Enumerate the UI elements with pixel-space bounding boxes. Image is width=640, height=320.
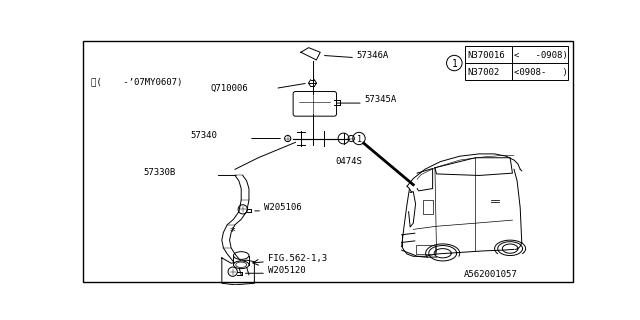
Text: FIG.562-1,3: FIG.562-1,3 [268, 254, 326, 263]
Text: 1: 1 [451, 59, 457, 69]
Text: N370016: N370016 [467, 51, 505, 60]
Text: <   -0908): < -0908) [514, 51, 568, 60]
Bar [423, 200, 433, 214]
FancyBboxPatch shape [293, 92, 337, 116]
Text: *: * [230, 228, 236, 237]
Text: 57346A: 57346A [356, 51, 389, 60]
Text: N37002: N37002 [467, 68, 500, 77]
Text: 0474S: 0474S [336, 157, 363, 166]
Text: ※(    -’07MY0607): ※( -’07MY0607) [91, 78, 182, 87]
Text: W205120: W205120 [268, 266, 305, 275]
Text: <0908-   ): <0908- ) [514, 68, 568, 77]
Bar [465, 46, 568, 80]
Bar [415, 245, 435, 254]
Ellipse shape [234, 261, 249, 268]
Text: A562001057: A562001057 [464, 270, 518, 279]
Text: 1: 1 [356, 135, 362, 144]
Text: W205106: W205106 [264, 203, 301, 212]
Text: 57345A: 57345A [364, 95, 397, 105]
Text: 57330B: 57330B [143, 168, 176, 177]
Text: Q710006: Q710006 [210, 84, 248, 93]
Text: 57340: 57340 [190, 131, 217, 140]
